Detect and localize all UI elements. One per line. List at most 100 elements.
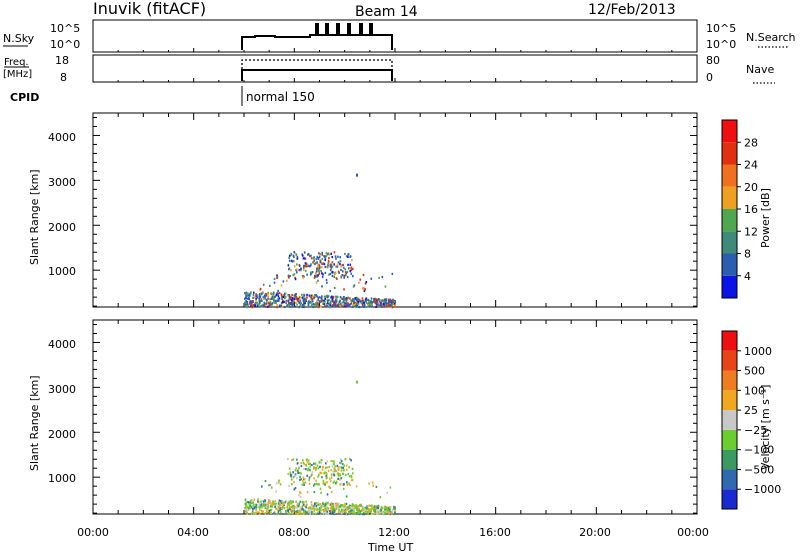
- data-cell: [328, 465, 330, 469]
- data-cell: [264, 503, 267, 506]
- data-cell: [305, 467, 307, 471]
- sky-left-tick-top: 10^5: [50, 22, 80, 35]
- data-cell: [299, 510, 302, 513]
- data-cell: [346, 513, 349, 516]
- data-cell: [387, 305, 390, 308]
- data-cell: [320, 269, 322, 273]
- data-cell: [335, 257, 337, 260]
- colorbar-swatch: [722, 142, 737, 165]
- data-cell: [278, 502, 280, 505]
- data-cell: [317, 298, 319, 301]
- data-cell: [372, 506, 374, 510]
- data-cell: [353, 510, 355, 513]
- freq-left-tick-bottom: 8: [60, 71, 67, 84]
- data-cell: [248, 501, 250, 504]
- data-cell: [387, 302, 389, 305]
- data-cell: [377, 506, 380, 510]
- data-cell: [285, 279, 288, 282]
- data-cell: [325, 265, 328, 268]
- data-cell: [366, 298, 369, 301]
- data-cell: [367, 305, 369, 308]
- data-cell: [333, 251, 336, 254]
- data-cell: [360, 301, 363, 304]
- x-tick-labels: 00:00 04:00 08:00 12:00 16:00 20:00 00:0…: [77, 526, 709, 539]
- data-cell: [291, 511, 293, 515]
- data-cell: [267, 297, 269, 300]
- data-cell: [328, 257, 330, 260]
- data-cell: [272, 297, 274, 300]
- data-cell: [365, 297, 368, 300]
- data-cell: [269, 302, 272, 306]
- data-cell: [376, 304, 379, 308]
- data-cell: [302, 503, 305, 506]
- data-cell: [315, 504, 318, 508]
- data-cell: [342, 298, 345, 301]
- data-cell: [363, 510, 365, 513]
- data-cell: [329, 303, 332, 307]
- data-cell: [259, 504, 262, 507]
- data-cell: [368, 300, 371, 303]
- data-cell: [336, 472, 339, 475]
- data-cell: [291, 478, 293, 481]
- data-cell: [275, 507, 277, 510]
- data-cell: [330, 459, 332, 463]
- data-cell: [306, 474, 309, 477]
- data-cell: [382, 301, 385, 304]
- data-cell: [260, 509, 263, 512]
- data-cell: [280, 510, 282, 514]
- data-cell: [293, 480, 295, 484]
- data-cell: [329, 503, 332, 506]
- data-cell: [256, 511, 259, 514]
- data-cell: [299, 500, 302, 503]
- data-cell: [281, 299, 284, 302]
- data-cell: [300, 506, 302, 509]
- data-cell: [379, 511, 381, 514]
- data-cell: [333, 511, 336, 514]
- data-cell: [305, 506, 307, 509]
- data-cell: [276, 508, 278, 511]
- data-cell: [390, 511, 393, 515]
- data-cell: [289, 275, 291, 278]
- data-cell: [314, 304, 316, 307]
- data-cell: [319, 508, 321, 511]
- data-cell: [366, 505, 368, 508]
- data-cell: [311, 463, 313, 467]
- data-cell: [303, 467, 305, 470]
- data-cell: [254, 304, 257, 307]
- data-cell: [394, 300, 397, 304]
- data-cell: [348, 304, 351, 307]
- data-cell: [364, 510, 367, 513]
- data-cell: [290, 303, 293, 306]
- data-cell: [344, 511, 347, 515]
- data-cell: [287, 509, 290, 512]
- data-cell: [335, 469, 338, 473]
- data-cell: [246, 302, 249, 306]
- data-cell: [364, 507, 366, 511]
- data-cell: [333, 300, 335, 303]
- data-cell: [258, 297, 260, 300]
- data-cell: [254, 512, 257, 515]
- data-cell: [296, 477, 298, 480]
- data-cell: [293, 259, 295, 263]
- data-cell: [288, 267, 291, 270]
- data-cell: [257, 498, 259, 501]
- data-cell: [248, 502, 251, 506]
- data-cell: [385, 298, 387, 301]
- data-cell: [341, 270, 344, 273]
- data-cell: [297, 509, 299, 512]
- data-cell: [283, 295, 286, 298]
- data-cell: [349, 255, 352, 258]
- data-cell: [271, 293, 274, 296]
- data-cell: [319, 465, 321, 469]
- data-cell: [267, 505, 269, 509]
- data-cell: [369, 507, 371, 511]
- data-cell: [350, 272, 353, 275]
- data-cell: [296, 303, 298, 306]
- data-cell: [376, 512, 379, 515]
- data-cell: [249, 499, 252, 503]
- data-cell: [245, 305, 248, 308]
- data-cell: [252, 296, 254, 299]
- data-cell: [332, 470, 334, 473]
- data-cell: [288, 294, 291, 297]
